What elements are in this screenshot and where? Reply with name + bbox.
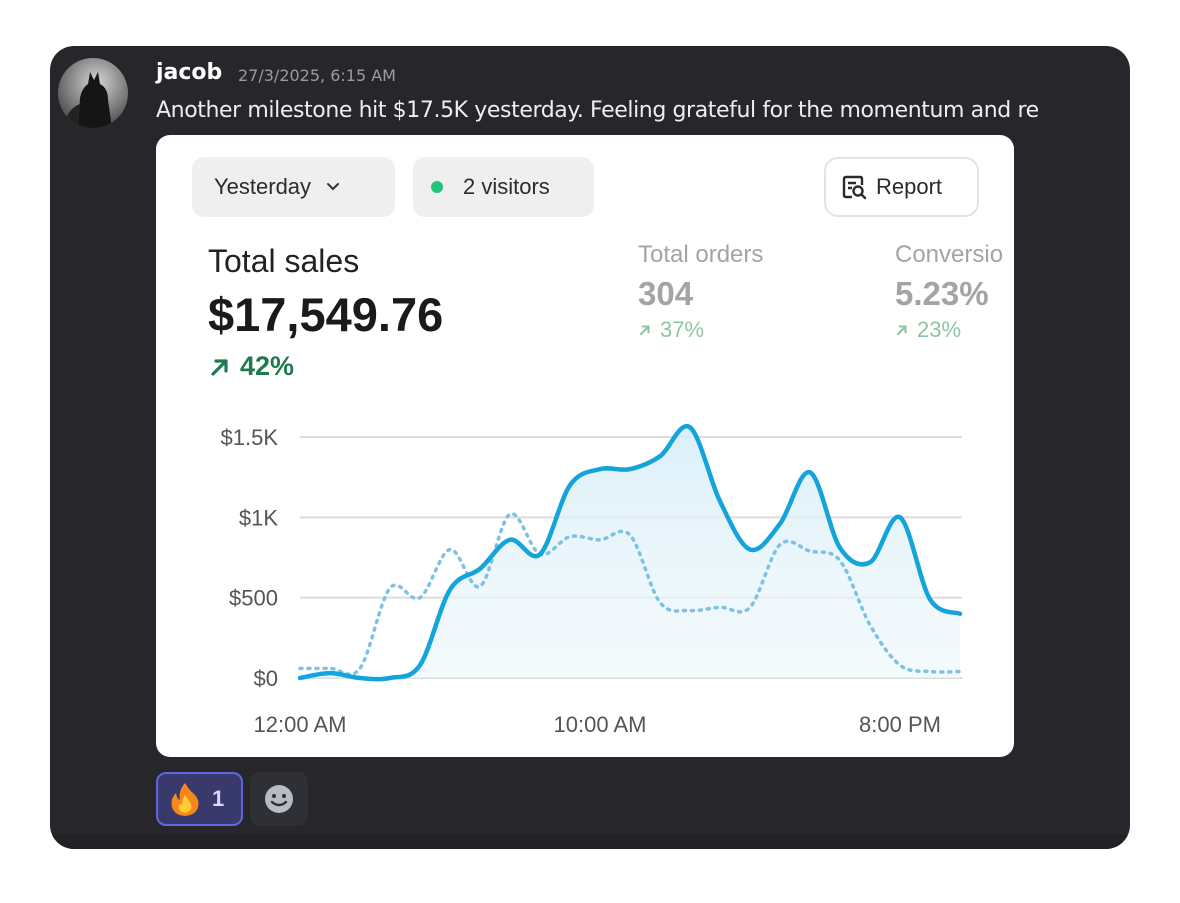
date-filter-label: Yesterday <box>214 174 312 199</box>
total-orders-change-value: 37% <box>660 317 705 342</box>
message-frame: jacob 27/3/2025, 6:15 AM Another milesto… <box>50 46 1130 849</box>
batman-avatar-icon <box>58 58 128 128</box>
bottom-edge <box>50 835 1130 849</box>
sales-line-chart: $0 $500 $1K $1.5K 12:00 AM 10:00 AM 8:00 PM <box>221 423 963 737</box>
fire-reaction-button[interactable]: 1 <box>156 772 243 826</box>
arrow-up-right-icon <box>639 325 650 336</box>
message-text: Another milestone hit $17.5K yesterday. … <box>156 98 1039 123</box>
fire-emoji-icon <box>171 783 199 816</box>
conversion-value: 5.23% <box>895 275 989 312</box>
total-sales-value: $17,549.76 <box>208 288 444 341</box>
total-orders-label: Total orders <box>638 241 764 268</box>
fire-reaction-count: 1 <box>212 786 225 811</box>
conversion-change: 23% <box>895 317 961 343</box>
y-tick-label: $1K <box>239 505 278 530</box>
user-avatar[interactable] <box>58 58 128 128</box>
y-tick-label: $0 <box>254 666 278 691</box>
visitors-label: 2 visitors <box>463 174 550 199</box>
sales-area-fill <box>300 426 960 680</box>
report-search-icon <box>842 175 867 200</box>
sales-dashboard-image[interactable]: Yesterday 2 visitors Report Total sales … <box>156 135 1014 757</box>
x-tick-label: 8:00 PM <box>859 712 941 737</box>
smiley-add-icon <box>265 785 293 813</box>
reactions-bar: 1 <box>156 772 308 826</box>
y-tick-label: $500 <box>229 586 278 611</box>
message-timestamp: 27/3/2025, 6:15 AM <box>238 66 396 85</box>
add-reaction-button[interactable] <box>250 772 308 826</box>
comparison-series-line <box>298 512 962 676</box>
x-tick-label: 12:00 AM <box>254 712 347 737</box>
conversion-label: Conversio <box>895 241 1004 268</box>
y-tick-label: $1.5K <box>221 425 279 450</box>
report-label: Report <box>876 174 943 199</box>
visitors-indicator: 2 visitors <box>413 157 594 217</box>
report-button[interactable]: Report <box>824 157 979 217</box>
live-dot-icon <box>431 181 443 193</box>
total-orders-change: 37% <box>638 317 704 343</box>
total-sales-change: 42% <box>208 351 294 382</box>
arrow-up-right-icon <box>211 358 228 376</box>
sales-series-line <box>297 423 963 682</box>
date-filter-dropdown[interactable]: Yesterday <box>192 157 395 217</box>
total-sales-change-value: 42% <box>240 351 295 381</box>
arrow-up-right-icon <box>896 325 907 336</box>
message-author[interactable]: jacob <box>156 60 223 85</box>
x-tick-label: 10:00 AM <box>554 712 647 737</box>
total-sales-label: Total sales <box>208 243 360 279</box>
chevron-down-icon <box>327 183 340 191</box>
conversion-change-value: 23% <box>917 317 962 342</box>
total-orders-value: 304 <box>638 275 694 312</box>
